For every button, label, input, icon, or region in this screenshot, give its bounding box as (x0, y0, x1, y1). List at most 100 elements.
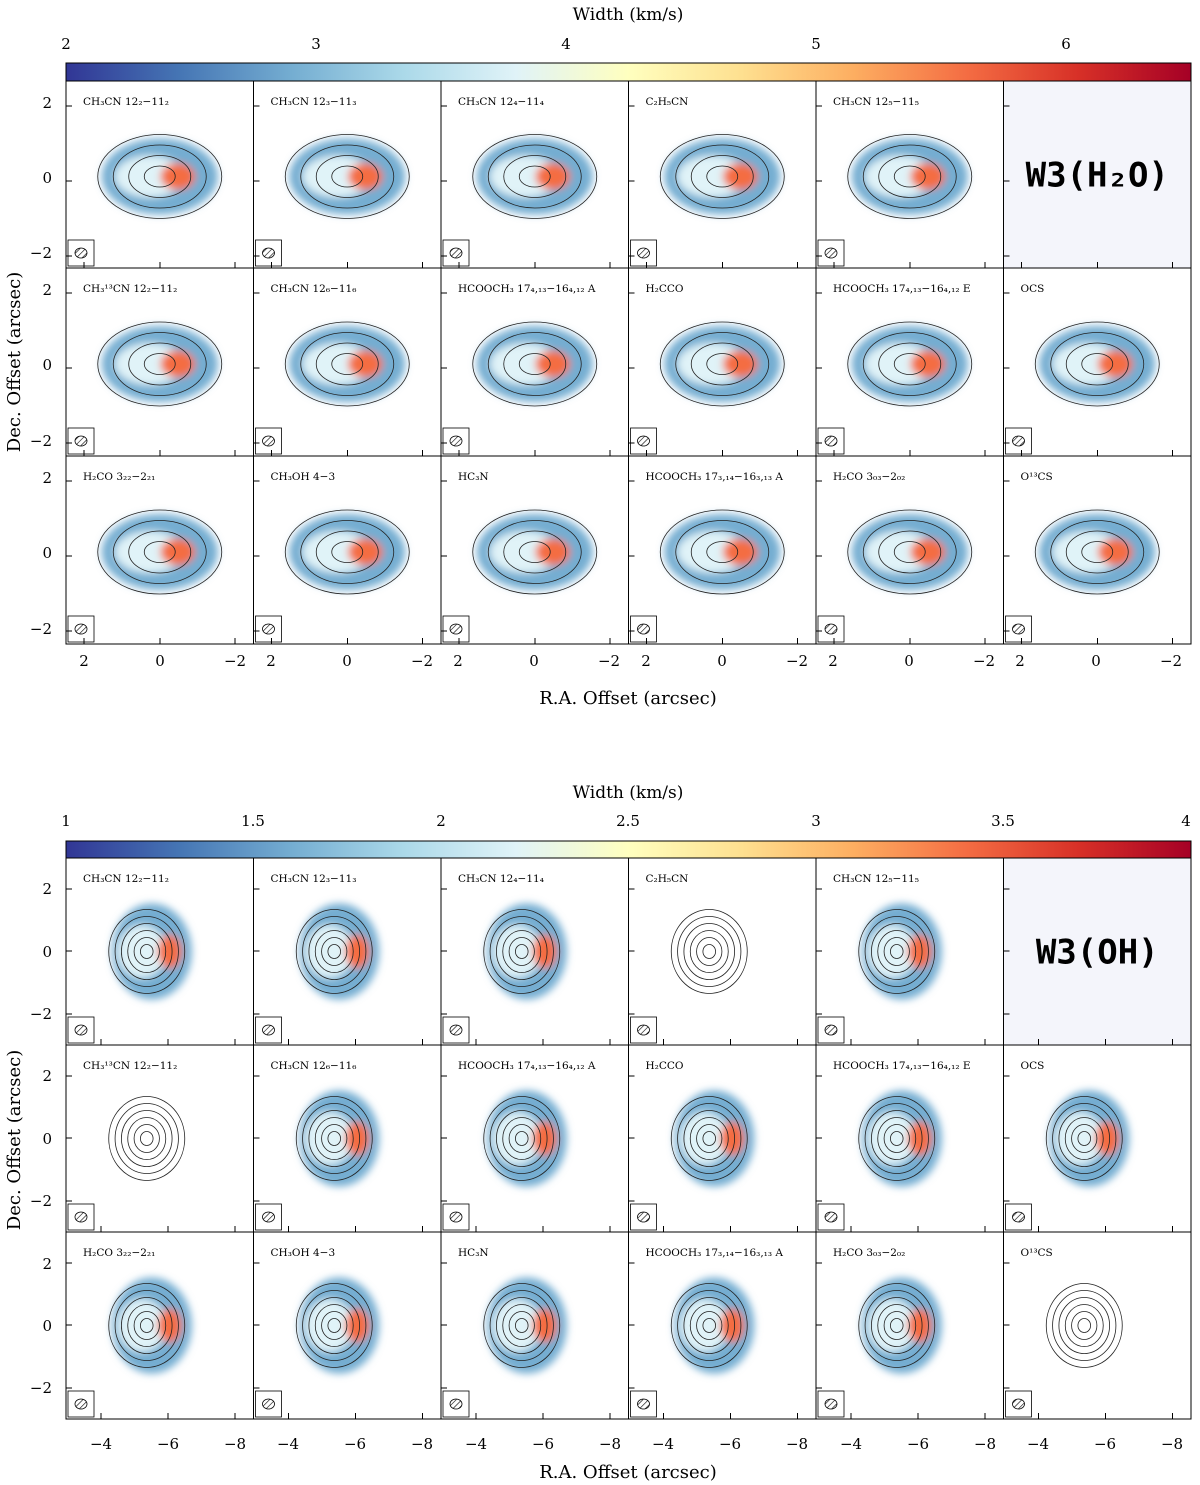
intensity-contour (472, 134, 598, 219)
beam-ellipse (824, 435, 838, 447)
beam-ellipse (824, 1024, 838, 1036)
panel: C₂H₅CN (628, 857, 817, 1046)
panel-title: CH₃OH 4−3 (271, 471, 336, 483)
intensity-contour (675, 144, 770, 209)
panel: CH₃CN 12₃−11₃ (253, 80, 442, 269)
panel: CH₃OH 4−3 (253, 1231, 442, 1420)
x-tick-label: 0 (904, 652, 914, 670)
intensity-contour (1077, 1318, 1091, 1333)
intensity-contour (683, 923, 735, 980)
intensity-contour (331, 165, 364, 188)
width-map-region (532, 1308, 557, 1343)
intensity-contour (890, 1318, 904, 1333)
beam-ellipse (74, 1398, 88, 1410)
beam-ellipse (74, 435, 88, 447)
intensity-contour (518, 541, 551, 563)
width-map-region (535, 163, 571, 190)
panel: W3(H₂O) (1003, 80, 1192, 269)
intensity-contour (503, 342, 567, 386)
intensity-contour (97, 321, 223, 407)
beam-ellipse (449, 1398, 463, 1410)
intensity-contour (140, 1318, 154, 1333)
intensity-contour (308, 1110, 360, 1167)
y-tick-label: −2 (30, 620, 52, 638)
intensity-contour (706, 353, 739, 375)
intensity-contour (327, 1318, 341, 1333)
intensity-contour (1052, 1103, 1117, 1174)
intensity-contour (327, 944, 341, 959)
intensity-contour (295, 1096, 373, 1181)
intensity-contour (1065, 530, 1129, 574)
panel-title: O¹³CS (1021, 471, 1053, 483)
panel: CH₃¹³CN 12₂−11₂ (65, 267, 254, 457)
x-tick-label: −4 (90, 1435, 112, 1453)
x-tick-label: −6 (719, 1435, 741, 1453)
panel: H₂CO 3₀₃−2₀₂ (815, 1231, 1004, 1420)
colorbar (65, 62, 1192, 82)
intensity-contour (702, 1131, 716, 1146)
colorbar-ticks: 2 3 4 5 6 (61, 35, 1071, 53)
colorbar-title: Width (km/s) (573, 783, 684, 803)
width-map-region (157, 1308, 182, 1343)
width-map (289, 326, 406, 402)
intensity-contour (893, 353, 926, 375)
panel: CH₃CN 12₂−11₂ (65, 80, 254, 269)
width-map (1039, 326, 1156, 402)
intensity-contour (1064, 1117, 1104, 1160)
intensity-contour (877, 1117, 917, 1160)
intensity-contour (97, 509, 223, 595)
x-tick-label: 0 (529, 652, 539, 670)
beam-ellipse (824, 247, 838, 259)
width-map (476, 138, 593, 215)
x-tick-label: −6 (157, 1435, 179, 1453)
intensity-contour (1050, 332, 1145, 396)
beam-ellipse (449, 623, 463, 635)
x-tick-label: −8 (599, 1435, 621, 1453)
intensity-contour (128, 155, 192, 198)
panel-title: H₂CO 3₀₃−2₀₂ (833, 1247, 905, 1259)
intensity-contour (689, 930, 729, 973)
intensity-contour (315, 342, 379, 386)
width-map (101, 138, 218, 215)
beam-ellipse (824, 1211, 838, 1223)
intensity-contour (112, 144, 207, 209)
width-map-region (867, 1299, 916, 1352)
intensity-contour (321, 1124, 348, 1153)
intensity-contour (689, 1117, 729, 1160)
beam-ellipse (637, 1024, 650, 1036)
x-tick-label: −8 (974, 1435, 996, 1453)
intensity-contour (690, 342, 754, 386)
intensity-contour (127, 1304, 167, 1347)
x-tick-label: −8 (786, 1435, 808, 1453)
intensity-contour (143, 353, 176, 375)
x-tick-label: −4 (1027, 1435, 1049, 1453)
intensity-contour (1081, 541, 1114, 563)
panel-title: CH₃OH 4−3 (271, 1247, 336, 1259)
width-map-region (492, 1112, 541, 1165)
beam-box (630, 615, 657, 643)
x-tick-label: −6 (532, 1435, 554, 1453)
panel: CH₃CN 12₅−11₅ (815, 857, 1004, 1046)
width-map (101, 326, 218, 402)
intensity-contour (496, 1297, 548, 1354)
y-tick-label: 0 (42, 1130, 52, 1148)
intensity-contour (883, 1124, 910, 1153)
intensity-contour (683, 1297, 735, 1354)
intensity-contour (315, 530, 379, 574)
intensity-contour (883, 1311, 910, 1340)
beam-ellipse (262, 623, 275, 635)
width-map (476, 326, 593, 402)
intensity-contour (871, 1297, 923, 1354)
panel: H₂CCO (628, 267, 817, 457)
panel: HC₃N (440, 455, 629, 645)
panel-title: HCOOCH₃ 17₄,₁₃−16₄,₁₂ A (458, 1060, 596, 1072)
beam-ellipse (74, 623, 88, 635)
width-map-region (160, 163, 196, 190)
beam-ellipse (74, 1024, 88, 1036)
x-tick-labels: −4 −6 −8 −4 −6 −8 −4 −6 −8 −4 −6 −8 −4 −… (90, 1435, 1183, 1453)
width-map (111, 1277, 192, 1374)
panel-title: HCOOCH₃ 17₄,₁₃−16₄,₁₂ E (833, 283, 971, 295)
intensity-contour (284, 134, 410, 219)
width-map-region (157, 934, 182, 969)
panel: O¹³CS (1003, 1231, 1192, 1420)
